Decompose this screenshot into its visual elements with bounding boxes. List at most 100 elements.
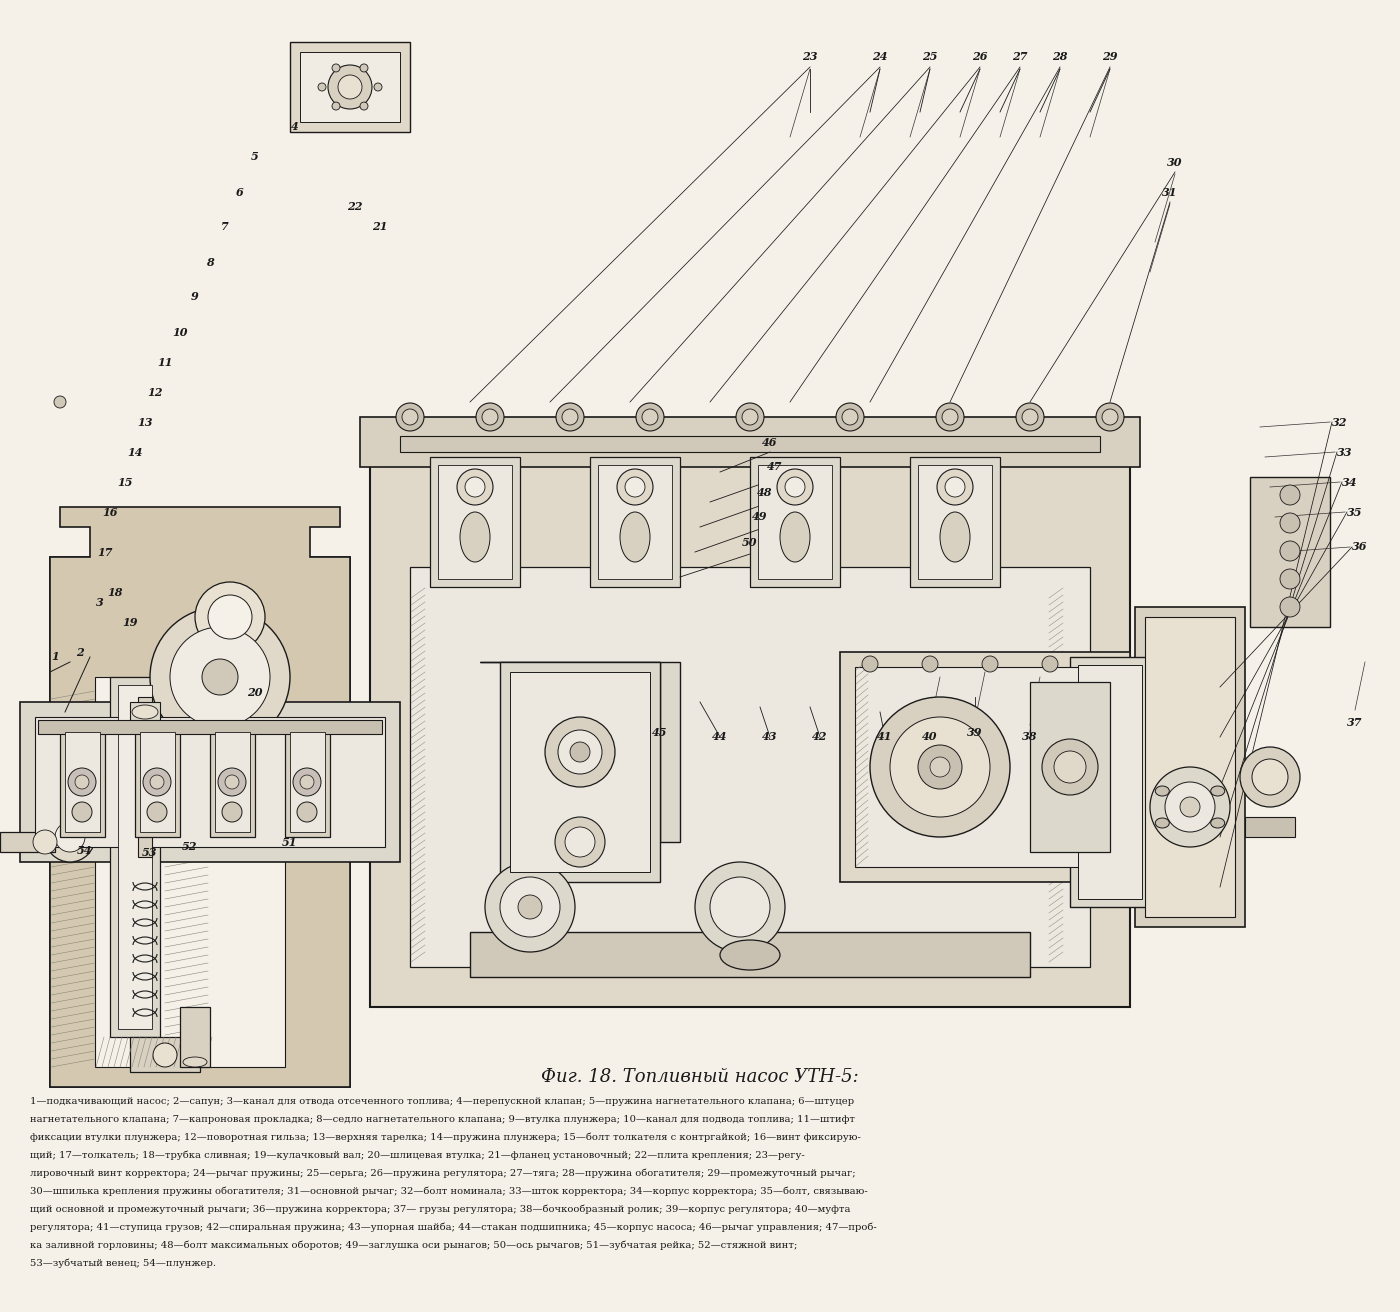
Circle shape: [456, 468, 493, 505]
Circle shape: [890, 716, 990, 817]
Circle shape: [556, 403, 584, 432]
Circle shape: [402, 409, 419, 425]
Text: 3: 3: [97, 597, 104, 607]
Bar: [438, 464, 512, 579]
Bar: [598, 464, 672, 579]
Circle shape: [69, 768, 97, 796]
Circle shape: [300, 775, 314, 789]
Text: 19: 19: [122, 617, 137, 627]
Bar: [1078, 665, 1142, 899]
Bar: [38, 720, 382, 733]
Bar: [140, 732, 175, 832]
Circle shape: [76, 775, 90, 789]
Text: 42: 42: [812, 732, 827, 743]
Ellipse shape: [461, 512, 490, 562]
Text: 14: 14: [127, 446, 143, 458]
Text: 52: 52: [182, 841, 197, 853]
Text: 7: 7: [221, 222, 228, 232]
Bar: [370, 426, 1130, 1008]
Circle shape: [1054, 750, 1086, 783]
Bar: [1135, 607, 1245, 928]
Text: 32: 32: [1333, 416, 1348, 428]
Circle shape: [1165, 782, 1215, 832]
Text: 29: 29: [1102, 51, 1117, 63]
Text: 40: 40: [923, 732, 938, 743]
Circle shape: [332, 64, 340, 72]
Circle shape: [147, 802, 167, 823]
Bar: [130, 1036, 200, 1072]
Text: ка заливной горловины; 48—болт максимальных оборотов; 49—заглушка оси рынагов; 5: ка заливной горловины; 48—болт максималь…: [29, 1241, 798, 1250]
Ellipse shape: [780, 512, 811, 562]
Bar: [750, 457, 840, 586]
Bar: [20, 702, 400, 862]
Circle shape: [484, 862, 575, 953]
Text: 47: 47: [767, 462, 783, 472]
Text: 31: 31: [1162, 186, 1177, 198]
Circle shape: [225, 775, 239, 789]
Circle shape: [862, 656, 878, 672]
Ellipse shape: [1155, 786, 1169, 796]
Bar: [111, 677, 160, 1036]
Circle shape: [930, 757, 951, 777]
Text: лировочный винт корректора; 24—рычаг пружины; 25—серьга; 26—пружина регулятора; : лировочный винт корректора; 24—рычаг пру…: [29, 1169, 855, 1178]
Circle shape: [710, 876, 770, 937]
Text: 21: 21: [372, 222, 388, 232]
Text: 25: 25: [923, 51, 938, 63]
Circle shape: [545, 716, 615, 787]
Circle shape: [1280, 569, 1301, 589]
Bar: [430, 457, 519, 586]
Ellipse shape: [132, 705, 158, 719]
Text: 38: 38: [1022, 732, 1037, 743]
Circle shape: [45, 812, 95, 862]
Text: 20: 20: [248, 686, 263, 698]
Circle shape: [561, 409, 578, 425]
Circle shape: [1280, 597, 1301, 617]
Text: 26: 26: [972, 51, 988, 63]
Circle shape: [1252, 760, 1288, 795]
Bar: [400, 436, 1100, 453]
Text: Фиг. 18. Топливный насос УТН-5:: Фиг. 18. Топливный насос УТН-5:: [542, 1068, 858, 1086]
Text: 30—шпилька крепления пружины обогатителя; 31—основной рычаг; 32—болт номинала; 3: 30—шпилька крепления пружины обогатителя…: [29, 1187, 868, 1197]
Bar: [410, 567, 1091, 967]
Text: 46: 46: [762, 437, 778, 447]
Bar: [95, 677, 286, 1067]
Bar: [510, 672, 650, 872]
Circle shape: [566, 827, 595, 857]
Circle shape: [643, 409, 658, 425]
Circle shape: [694, 862, 785, 953]
Circle shape: [836, 403, 864, 432]
Text: 6: 6: [237, 186, 244, 198]
Text: 53—зубчатый венец; 54—плунжер.: 53—зубчатый венец; 54—плунжер.: [29, 1260, 216, 1269]
Text: 22: 22: [347, 202, 363, 213]
Circle shape: [736, 403, 764, 432]
Circle shape: [981, 656, 998, 672]
Circle shape: [150, 775, 164, 789]
Bar: [589, 457, 680, 586]
Circle shape: [374, 83, 382, 91]
Text: 30: 30: [1168, 156, 1183, 168]
Text: 24: 24: [872, 51, 888, 63]
Bar: [1030, 682, 1110, 851]
Circle shape: [1096, 403, 1124, 432]
Bar: [1070, 657, 1149, 907]
Text: 36: 36: [1352, 542, 1368, 552]
Bar: [1245, 817, 1295, 837]
Circle shape: [55, 823, 85, 851]
Bar: [35, 716, 385, 848]
Circle shape: [297, 802, 316, 823]
Circle shape: [465, 478, 484, 497]
Bar: [118, 685, 153, 1029]
Text: 16: 16: [102, 506, 118, 517]
Circle shape: [328, 66, 372, 109]
Bar: [0, 832, 55, 851]
Circle shape: [554, 817, 605, 867]
Bar: [1250, 478, 1330, 627]
Text: 44: 44: [713, 732, 728, 743]
Circle shape: [1022, 409, 1037, 425]
Ellipse shape: [183, 1057, 207, 1067]
Circle shape: [636, 403, 664, 432]
Bar: [840, 652, 1130, 882]
Bar: [130, 702, 160, 727]
Text: 15: 15: [118, 476, 133, 488]
Text: регулятора; 41—ступица грузов; 42—спиральная пружина; 43—упорная шайба; 44—стака: регулятора; 41—ступица грузов; 42—спирал…: [29, 1223, 876, 1232]
